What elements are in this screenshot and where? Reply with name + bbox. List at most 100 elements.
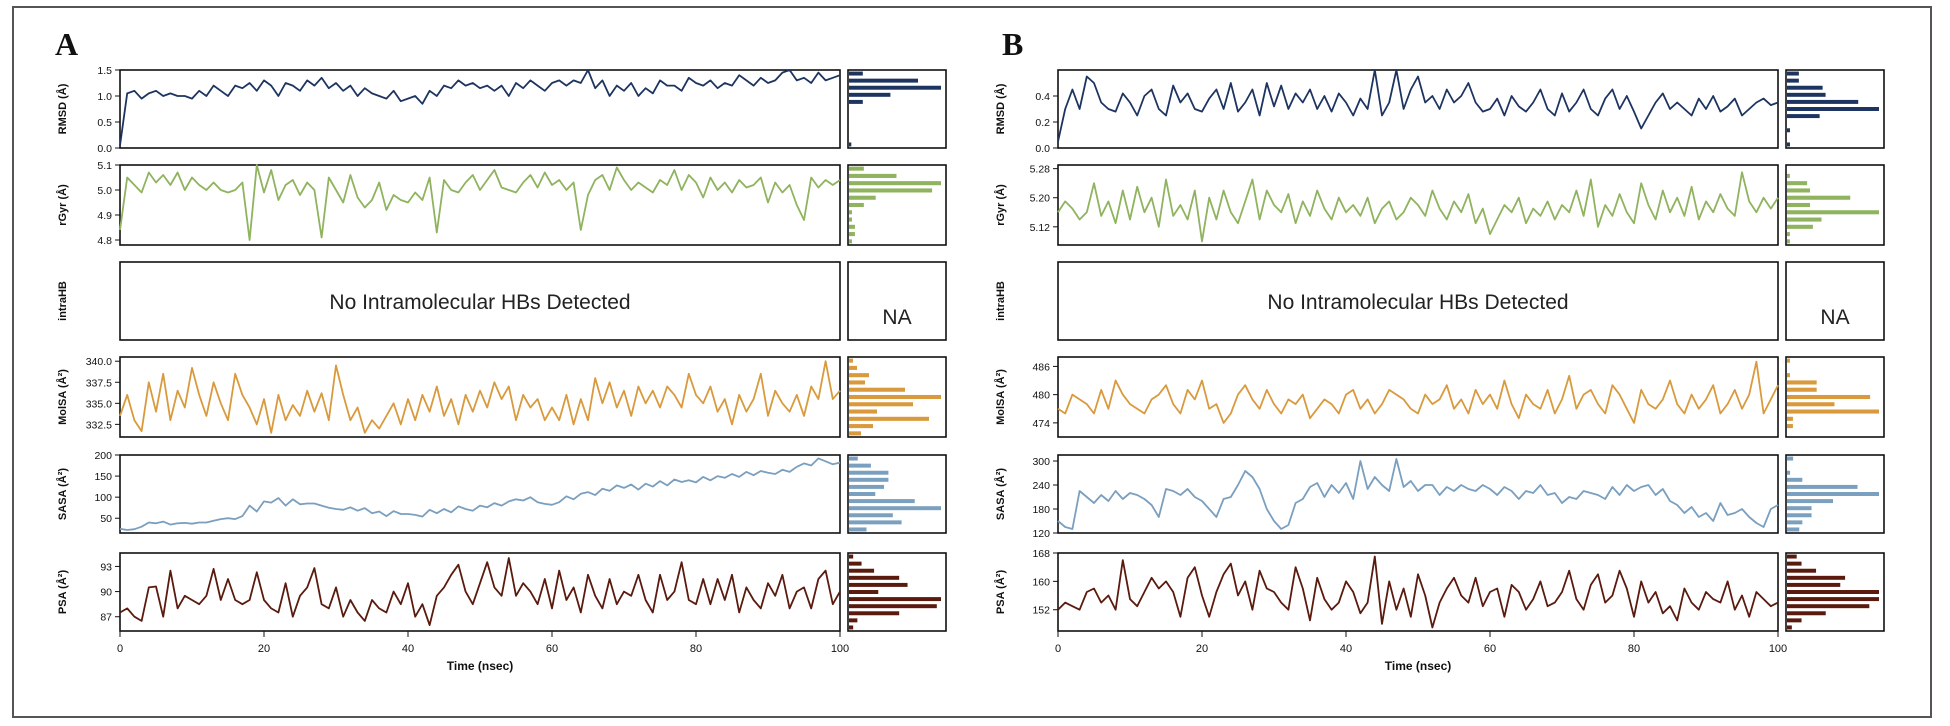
plot-frame [1057,261,1779,341]
no-data-message: No Intramolecular HBs Detected [329,291,630,314]
hist-bar [1787,358,1790,363]
hist-bar [849,181,941,186]
x-tick-label: 100 [1769,643,1787,655]
row-rmsd: RMSD (Å) 0.0 0.2 0.4 [994,69,1885,155]
hist-bar [849,424,873,429]
hist-bar [1787,195,1851,200]
hist-bar [849,373,869,378]
hist-bar [849,224,855,229]
series-line-rgyr [119,164,841,241]
x-tick-label: 0 [117,643,123,655]
y-axis-label: SASA (Å²) [56,468,69,520]
y-tick-label: 337.5 [86,377,112,389]
hist-bar [849,477,889,482]
y-axis-label: RMSD (Å) [56,83,69,134]
y-tick-label: 5.0 [97,185,112,197]
hist-bar [849,492,876,496]
hist-bar [1787,484,1858,489]
series-line-psa [119,557,841,626]
y-tick-label: 90 [100,587,112,599]
y-tick-label: 168 [1032,548,1050,560]
hist-bar [1787,99,1859,104]
hist-bar [849,597,941,602]
x-axis-label: Time (nsec) [1385,659,1451,673]
x-axis: 0 20 40 60 80 100 Time (nsec) [1055,631,1787,673]
hist-bar [1787,575,1846,580]
hist-bar [1787,202,1810,208]
hist-frame [847,552,947,632]
hist-bar [849,618,858,623]
series-line-sasa [1057,458,1779,530]
y-tick-label: 4.8 [97,235,112,247]
row-molsa: MolSA (Å²) 332.5 335.0 337.5 340.0 [56,356,947,438]
hist-bar [849,527,867,532]
x-tick-label: 0 [1055,643,1061,655]
x-tick-label: 40 [402,643,414,655]
panel-letter: B [1002,26,1023,62]
hist-bar [1787,409,1879,414]
hist-bar [849,590,879,594]
hist-na-label: NA [882,306,911,329]
hist-bar [1787,92,1826,97]
hist-bar [1787,506,1812,511]
series-line-rmsd [119,69,841,146]
y-tick-label: 150 [94,471,112,483]
row-rmsd: RMSD (Å) 0.0 0.5 1.0 1.5 [56,65,947,155]
hist-bar [1787,590,1879,594]
hist-bar [849,78,918,83]
y-tick-label: 5.28 [1030,164,1051,176]
hist-bar [1787,188,1810,193]
hist-frame [1785,261,1885,341]
series-line-sasa [119,457,841,531]
plot-frame [119,454,841,534]
hist-bar [1787,416,1793,421]
series-line-rmsd [1057,69,1779,142]
hist-bar [849,463,871,468]
hist-bar [849,188,933,193]
y-tick-label: 160 [1032,576,1050,588]
hist-bar [1787,373,1790,378]
hist-bar [849,499,915,504]
hist-bar [849,142,852,147]
hist-bar [849,568,875,573]
hist-bar [849,402,913,407]
y-tick-label: 180 [1032,504,1050,516]
hist-bar [1787,568,1817,573]
series-line-psa [1057,555,1779,629]
y-axis-label: MolSA (Å²) [994,369,1007,425]
hist-bar [1787,554,1797,559]
hist-bar [1787,394,1871,400]
hist-bar [849,625,854,630]
y-tick-label: 5.12 [1030,222,1051,234]
y-tick-label: 300 [1032,456,1050,468]
row-rgyr: rGyr (Å) 4.8 4.9 5.0 5.1 [56,160,947,247]
y-tick-label: 0.2 [1035,117,1050,129]
hist-bar [1787,114,1820,119]
row-sasa: SASA (Å²) 120 180 240 300 [994,454,1885,540]
hist-bar [849,456,858,461]
row-intrahb: intraHB No Intramolecular HBs Detected NA [57,261,947,341]
hist-bar [1787,424,1793,429]
series-line-rgyr [1057,171,1779,243]
y-tick-label: 50 [100,513,112,525]
hist-bar [1787,402,1835,407]
x-axis: 0 20 40 60 80 100 Time (nsec) [117,631,849,673]
hist-frame [847,454,947,534]
plot-frame [119,356,841,438]
y-tick-label: 4.9 [97,210,112,222]
series-line-molsa [1057,360,1779,424]
hist-bar [1787,456,1794,461]
plot-frame [1057,552,1779,632]
x-tick-label: 20 [258,643,270,655]
hist-bar [1787,224,1813,229]
row-intrahb: intraHB No Intramolecular HBs Detected NA [995,261,1885,341]
hist-bar [849,210,852,215]
hist-bar [1787,527,1800,532]
panel-a: A RMSD (Å) 0.0 0.5 1.0 1.5 rGyr (Å) 4.8 4.9 5.0 5… [55,26,947,673]
hist-bar [849,575,900,580]
y-tick-label: 5.1 [97,160,112,172]
hist-bar [849,92,891,97]
hist-bar [1787,561,1802,566]
y-tick-label: 240 [1032,480,1050,492]
x-axis-label: Time (nsec) [447,659,513,673]
